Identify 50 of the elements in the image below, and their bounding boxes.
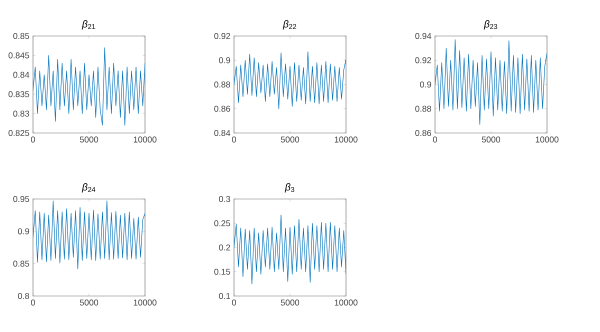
y-tick-label: 0.845 — [8, 52, 30, 58]
y-tick-label: 0.92 — [415, 57, 432, 64]
x-tick-label: 0 — [30, 300, 36, 306]
y-tick-label: 0.94 — [415, 32, 432, 39]
y-tick-label: 0.83 — [13, 110, 30, 117]
y-tick-label: 0.85 — [13, 260, 30, 267]
y-tick-label: 0.2 — [219, 244, 230, 251]
y-tick-label: 0.25 — [214, 220, 230, 226]
line-series — [234, 51, 346, 110]
x-tick-label: 5000 — [280, 300, 300, 306]
y-tick-label: 0.1 — [219, 292, 230, 300]
y-tick-label: 0.9 — [420, 81, 432, 88]
y-tick-label: 0.85 — [13, 32, 30, 39]
x-tick-label: 10000 — [134, 136, 156, 143]
line-series — [234, 214, 346, 284]
x-tick-label: 10000 — [334, 136, 358, 143]
y-tick-label: 0.8 — [18, 292, 30, 300]
chart-title: β$_{23}$ — [484, 20, 498, 30]
chart-title: β$_{3}$ — [284, 183, 294, 193]
y-tick-label: 0.835 — [8, 91, 30, 98]
x-tick-label: 5000 — [80, 136, 98, 143]
line-series — [33, 200, 146, 270]
chart-title: β$_{24}$ — [82, 183, 96, 193]
x-tick-label: 10000 — [134, 300, 156, 306]
y-tick-label: 0.92 — [214, 32, 230, 39]
y-tick-label: 0.88 — [415, 106, 432, 112]
x-tick-label: 5000 — [80, 300, 98, 306]
chart-title: β$_{21}$ — [82, 20, 96, 30]
y-tick-label: 0.3 — [219, 196, 230, 202]
y-tick-label: 0.84 — [13, 72, 30, 78]
y-tick-label: 0.95 — [13, 196, 30, 202]
x-tick-label: 0 — [432, 136, 438, 143]
x-tick-label: 0 — [232, 136, 236, 143]
x-tick-label: 10000 — [334, 300, 358, 306]
y-tick-label: 0.825 — [8, 130, 30, 136]
x-tick-label: 5000 — [482, 136, 500, 143]
x-tick-label: 0 — [30, 136, 36, 143]
x-tick-label: 0 — [232, 300, 236, 306]
line-series — [33, 47, 146, 126]
x-tick-label: 10000 — [536, 136, 558, 143]
y-tick-label: 0.15 — [214, 268, 230, 275]
y-tick-label: 0.86 — [415, 130, 432, 136]
y-tick-label: 0.9 — [18, 228, 30, 234]
chart-title: β$_{22}$ — [282, 20, 296, 30]
y-tick-label: 0.86 — [214, 106, 230, 112]
y-tick-label: 0.9 — [219, 57, 230, 64]
y-tick-label: 0.88 — [214, 81, 230, 88]
y-tick-label: 0.84 — [214, 130, 230, 136]
x-tick-label: 5000 — [280, 136, 300, 143]
line-series — [435, 39, 548, 125]
